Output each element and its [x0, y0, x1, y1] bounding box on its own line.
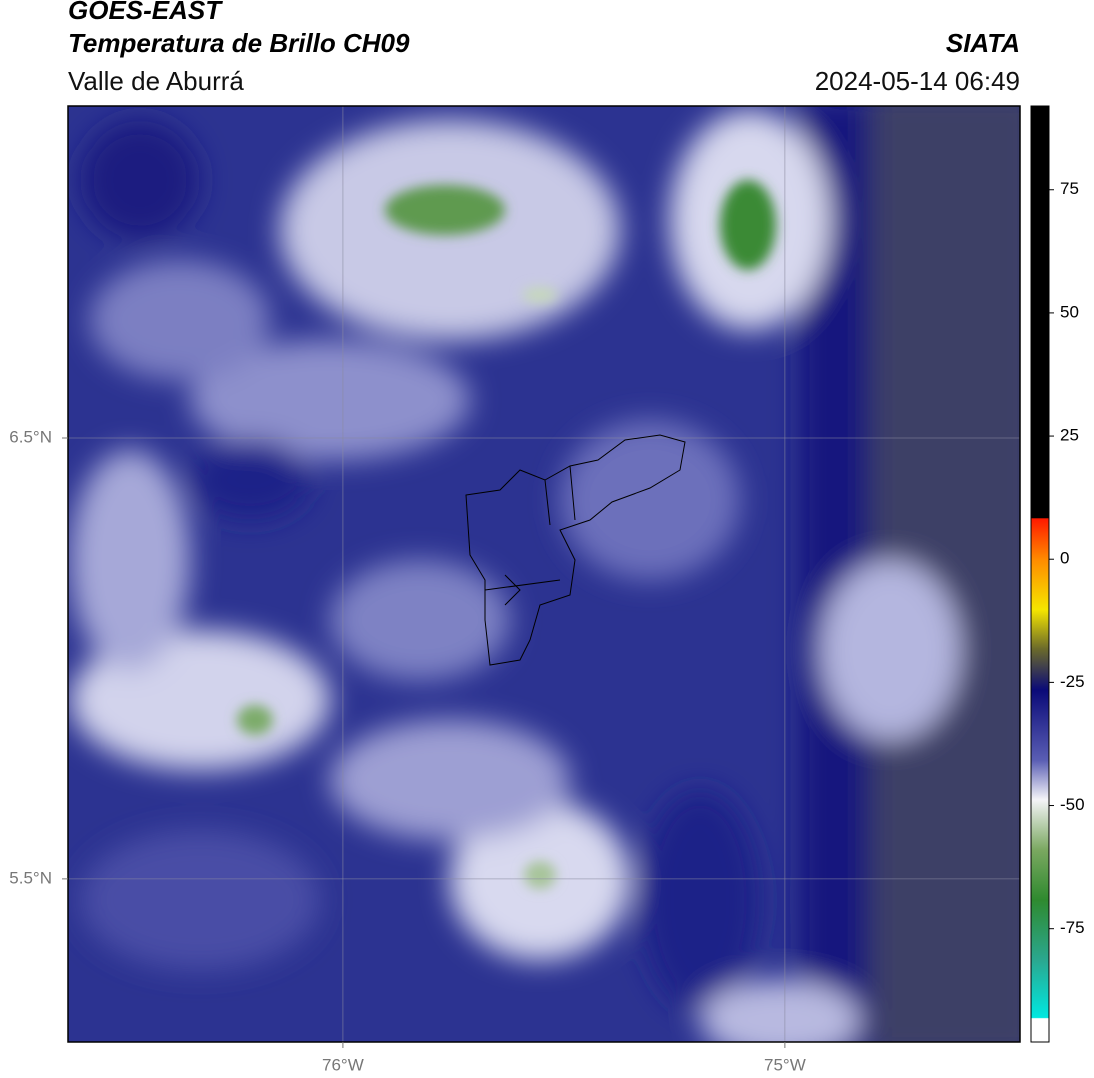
basin-outline: [465, 434, 686, 666]
y-tick-label: 5.5°N: [9, 868, 52, 887]
region: Valle de Aburrá: [68, 66, 244, 96]
source: SIATA: [946, 28, 1020, 58]
colorbar: [1030, 105, 1050, 1043]
x-tick-label: 75°W: [764, 1055, 806, 1074]
colorbar-tick-label: 25: [1060, 426, 1079, 445]
timestamp: 2024-05-14 06:49: [815, 66, 1020, 96]
map-frame: [67, 105, 1021, 1043]
title: GOES-EAST: [68, 0, 223, 25]
colorbar-tick-label: -75: [1060, 918, 1085, 937]
y-tick-label: 6.5°N: [9, 427, 52, 446]
colorbar-tick-label: 50: [1060, 302, 1079, 321]
colorbar-tick-label: -25: [1060, 672, 1085, 691]
colorbar-tick-label: -50: [1060, 795, 1085, 814]
x-tick-label: 76°W: [322, 1055, 364, 1074]
colorbar-tick-label: 0: [1060, 549, 1069, 568]
colorbar-tick-label: 75: [1060, 179, 1079, 198]
satellite-image: [68, 106, 1020, 1042]
subtitle: Temperatura de Brillo CH09: [68, 28, 410, 58]
